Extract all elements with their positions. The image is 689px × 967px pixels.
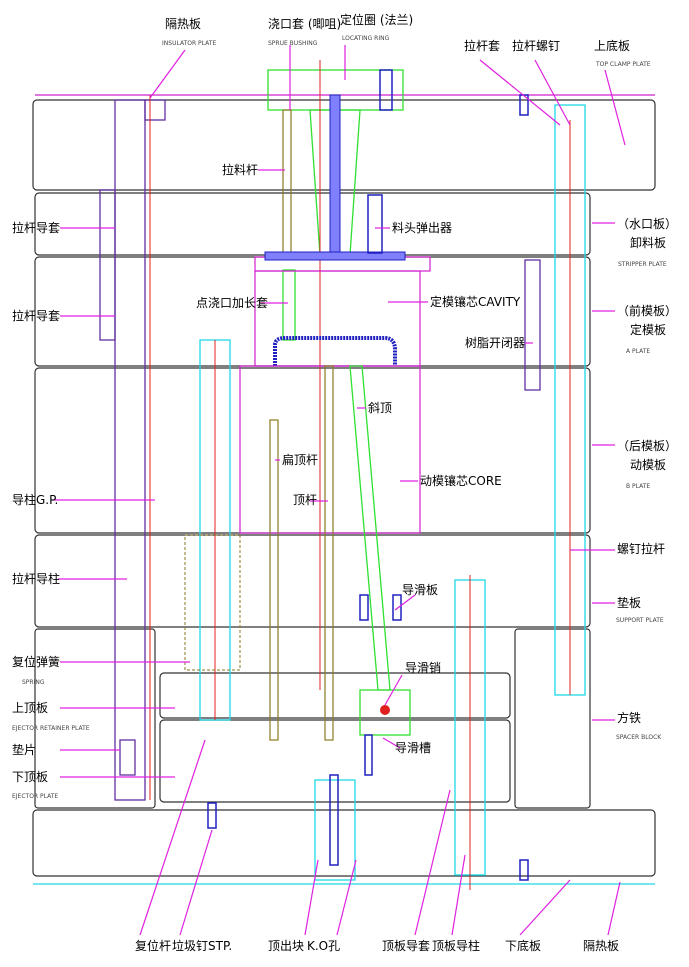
label-retainer: 上顶板 <box>12 701 48 715</box>
label-stop-pin: 垃圾钉STP. <box>172 938 232 953</box>
ko-screw <box>329 774 339 866</box>
label-spacer: 方铁 <box>617 710 641 725</box>
ejector-retainer-plate <box>159 672 511 719</box>
bottom-clamp-plate <box>32 809 656 877</box>
label-sprue-puller: 拉料杆 <box>222 162 258 177</box>
guide-bush <box>99 189 116 341</box>
label-shim: 垫片 <box>12 742 36 757</box>
label-ejector-pin: 顶杆 <box>293 493 317 507</box>
molded-part <box>273 336 397 366</box>
puller-guide-pin <box>114 99 146 801</box>
label-blade-ejector: 扁顶杆 <box>282 453 318 467</box>
label-retainer-en: EJECTOR RETAINER PLATE <box>12 725 90 732</box>
pin-gate-extension <box>282 269 296 341</box>
slide-plate-screw <box>392 594 402 621</box>
ejector-pin <box>324 365 334 741</box>
slide-plate-screw <box>359 594 369 621</box>
label-guide-pin: 导柱G.P. <box>12 492 58 507</box>
top-clamp-plate <box>32 99 656 191</box>
label-stripper: 卸料板 <box>630 235 666 250</box>
label-a-plate: 定模板 <box>630 322 666 337</box>
label-support: 垫板 <box>617 595 641 610</box>
label-ko-hole: K.O孔 <box>307 939 340 953</box>
runner-ejector <box>367 194 383 254</box>
label-a-alt: （前模板） <box>617 303 677 318</box>
label-stripper-en: STRIPPER PLATE <box>618 261 667 268</box>
label-a-plate-en: A PLATE <box>626 348 650 355</box>
stop-pin-screw <box>207 802 217 829</box>
return-spring <box>184 534 241 671</box>
label-b-plate-en: B PLATE <box>626 483 650 490</box>
support-plate <box>34 534 591 628</box>
label-pin-gate-ext: 点浇口加长套 <box>196 296 268 310</box>
label-sprue-en: SPRUE BUSHING <box>268 40 318 47</box>
blade-ejector <box>269 419 279 741</box>
label-bottom-clamp: 下底板 <box>505 938 541 953</box>
leader-lines <box>52 45 626 936</box>
label-ring-en: LOCATING RING <box>342 35 390 42</box>
ring-screw <box>379 69 393 111</box>
label-core: 动模镶芯CORE <box>420 473 502 488</box>
label-ejector-plate-en: EJECTOR PLATE <box>12 793 58 800</box>
label-return-pin: 复位杆 <box>135 938 171 953</box>
label-support-en: SUPPORT PLATE <box>616 617 664 624</box>
label-ejector-bush: 顶板导套 <box>382 939 430 953</box>
label-b-alt: （后模板） <box>617 439 677 453</box>
label-slide-pin: 导滑销 <box>405 661 441 675</box>
parting-lock <box>524 259 541 391</box>
b-plate <box>34 367 591 534</box>
label-puller-sleeve: 拉杆套 <box>464 38 500 53</box>
slide-pin <box>380 705 390 715</box>
label-ko-block: 顶出块 <box>268 939 304 953</box>
label-lifter: 斜顶 <box>368 401 392 415</box>
label-sprue: 浇口套 (唧咀) <box>268 17 341 31</box>
puller-head <box>144 99 166 121</box>
spacer-block-left <box>34 628 156 809</box>
runner <box>264 251 406 261</box>
label-guide-bush-1: 拉杆导套 <box>12 220 60 235</box>
label-puller-pin: 拉杆导柱 <box>12 571 60 586</box>
slide-block <box>359 689 411 736</box>
label-insulator-bottom: 隔热板 <box>583 939 619 953</box>
label-spring-en: SPRING <box>22 679 45 686</box>
label-top-clamp: 上底板 <box>594 38 630 53</box>
label-ejector-plate: 下顶板 <box>12 770 48 784</box>
label-insulator-top: 隔热板 <box>165 17 201 31</box>
shim <box>119 739 136 776</box>
label-insulator-top-en: INSULATOR PLATE <box>162 40 216 47</box>
clamp-screw <box>519 859 529 881</box>
ko-block <box>314 779 356 881</box>
label-spacer-en: SPACER BLOCK <box>616 734 662 741</box>
slide-slot-screw <box>364 734 373 776</box>
stripper-plate <box>34 192 591 256</box>
label-puller-screw: 拉杆螺钉 <box>512 38 560 53</box>
label-cavity: 定模镶芯CAVITY <box>430 294 521 309</box>
label-top-clamp-en: TOP CLAMP PLATE <box>595 61 651 68</box>
spacer-block-right <box>514 628 591 809</box>
label-slide-slot: 导滑槽 <box>395 741 431 755</box>
label-ring: 定位圈 (法兰) <box>340 12 413 27</box>
label-screw-puller: 螺钉拉杆 <box>617 541 665 556</box>
label-parting-lock: 树脂开闭器 <box>465 335 525 350</box>
ejector-plate <box>159 719 511 803</box>
label-b-plate: 动模板 <box>630 458 666 472</box>
label-spring: 复位弹簧 <box>12 654 60 669</box>
label-ejector-guide: 顶板导柱 <box>432 938 480 953</box>
label-guide-bush-2: 拉杆导套 <box>12 308 60 323</box>
label-slide-plate: 导滑板 <box>402 583 438 597</box>
label-stripper-alt: （水口板） <box>617 217 677 231</box>
label-runner-ejector: 料头弹出器 <box>392 221 452 235</box>
sprue-runner <box>329 94 341 261</box>
